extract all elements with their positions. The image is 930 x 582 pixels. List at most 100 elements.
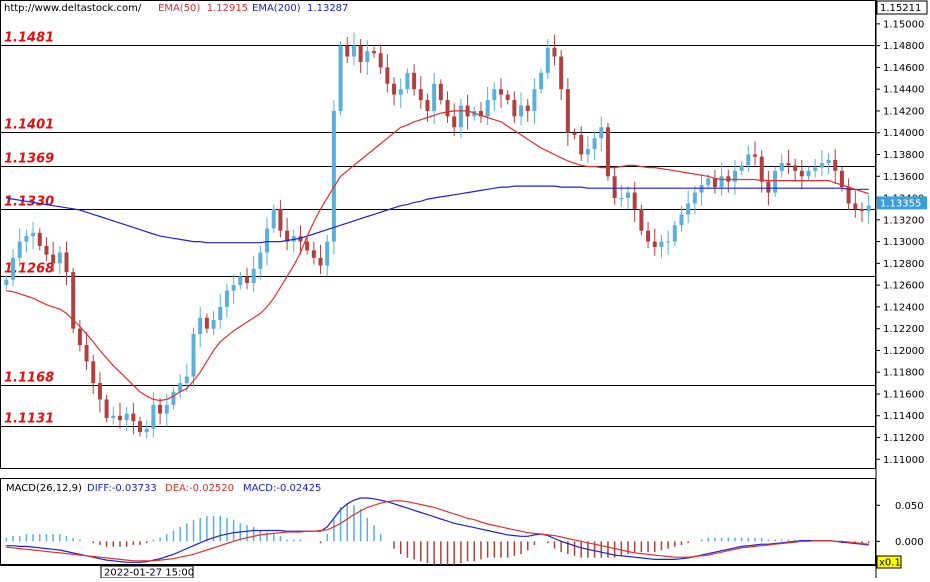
candle: [525, 98, 530, 122]
candle-body: [766, 181, 771, 193]
candle-body: [184, 376, 189, 384]
candle-body: [539, 72, 544, 90]
candle: [184, 363, 189, 392]
candle: [659, 235, 664, 258]
candle-body: [559, 56, 564, 90]
candle-body: [31, 232, 36, 237]
candle-body: [138, 421, 143, 433]
candle: [512, 91, 517, 123]
candle: [559, 49, 564, 101]
candle: [605, 122, 610, 181]
candle-body: [171, 391, 176, 405]
candle-body: [846, 187, 851, 204]
price-tick-label: 1.11600: [883, 389, 924, 400]
candle-body: [11, 257, 16, 280]
candle-body: [839, 170, 844, 188]
candle: [171, 387, 176, 410]
ema200-legend-label: EMA(200): [252, 3, 301, 14]
candle-body: [619, 198, 624, 200]
candle: [612, 167, 617, 205]
candle: [351, 32, 356, 66]
candle-body: [452, 116, 457, 128]
ema50-legend-label: EMA(50): [158, 3, 201, 14]
level-label: 1.1131: [4, 412, 54, 427]
price-tick-label: 1.14600: [883, 63, 924, 74]
candle: [753, 141, 758, 166]
candle: [712, 169, 717, 194]
price-tick-label: 1.13000: [883, 237, 924, 248]
candle-body: [244, 276, 249, 283]
candle-body: [826, 159, 831, 164]
candle: [398, 78, 403, 108]
candle: [285, 217, 290, 251]
candle: [813, 158, 818, 178]
zoom-label[interactable]: x0.1: [879, 558, 901, 569]
macd-legend-diff: DIFF:-0.03733: [87, 483, 157, 494]
candle-body: [4, 279, 9, 286]
price-tick-label: 1.12000: [883, 346, 924, 357]
candle-body: [478, 110, 483, 117]
candle: [692, 186, 697, 215]
candle: [218, 293, 223, 329]
candle: [318, 244, 323, 275]
candle-body: [144, 428, 149, 433]
candle-body: [786, 163, 791, 166]
candle-body: [211, 319, 216, 329]
candle: [84, 331, 89, 371]
candle-body: [759, 156, 764, 182]
candle-body: [672, 225, 677, 242]
candle-body: [565, 89, 570, 133]
candle: [672, 220, 677, 246]
candle-body: [37, 232, 42, 246]
price-tick-label: 1.12200: [883, 324, 924, 335]
candle-body: [525, 105, 530, 111]
candle-body: [204, 317, 209, 329]
candle: [338, 41, 343, 116]
candle: [572, 128, 577, 140]
macd-legend-dea: DEA:-0.02520: [165, 483, 235, 494]
candle: [117, 402, 122, 429]
current-price-box: [877, 196, 927, 210]
candle-body: [91, 361, 96, 384]
candle-body: [492, 89, 497, 101]
candle: [124, 407, 129, 431]
candle: [532, 78, 537, 125]
candle-body: [218, 306, 223, 320]
candle: [144, 420, 149, 439]
zoom-box[interactable]: [876, 555, 902, 569]
candle: [839, 166, 844, 192]
price-tick-label: 1.11000: [883, 455, 924, 466]
candle-body: [819, 163, 824, 168]
candle-body: [485, 100, 490, 117]
candle-body: [739, 165, 744, 171]
candle-body: [325, 241, 330, 266]
candle: [271, 204, 276, 233]
candle: [859, 202, 864, 222]
candle-body: [425, 100, 430, 111]
candle-body: [793, 165, 798, 171]
candle-body: [512, 100, 517, 117]
candle-body: [779, 163, 784, 171]
candle: [545, 39, 550, 80]
candle: [746, 145, 751, 172]
candle-body: [438, 83, 443, 101]
candle-body: [285, 230, 290, 242]
candle: [639, 204, 644, 236]
candle-body: [706, 178, 711, 185]
candle: [104, 395, 109, 423]
candle: [4, 275, 9, 290]
candle-body: [612, 176, 617, 199]
price-tick-label: 1.13800: [883, 150, 924, 161]
candle: [458, 98, 463, 139]
site-url[interactable]: http://www.deltastock.com/: [4, 3, 142, 14]
candle: [652, 228, 657, 256]
price-tick-label: 1.14200: [883, 106, 924, 117]
candle: [405, 68, 410, 94]
top-price-label: 1.15211: [880, 3, 921, 14]
candle-body: [164, 404, 169, 414]
candle: [599, 116, 604, 152]
candle-body: [271, 208, 276, 229]
candle: [666, 230, 671, 255]
candle-body: [626, 192, 631, 199]
